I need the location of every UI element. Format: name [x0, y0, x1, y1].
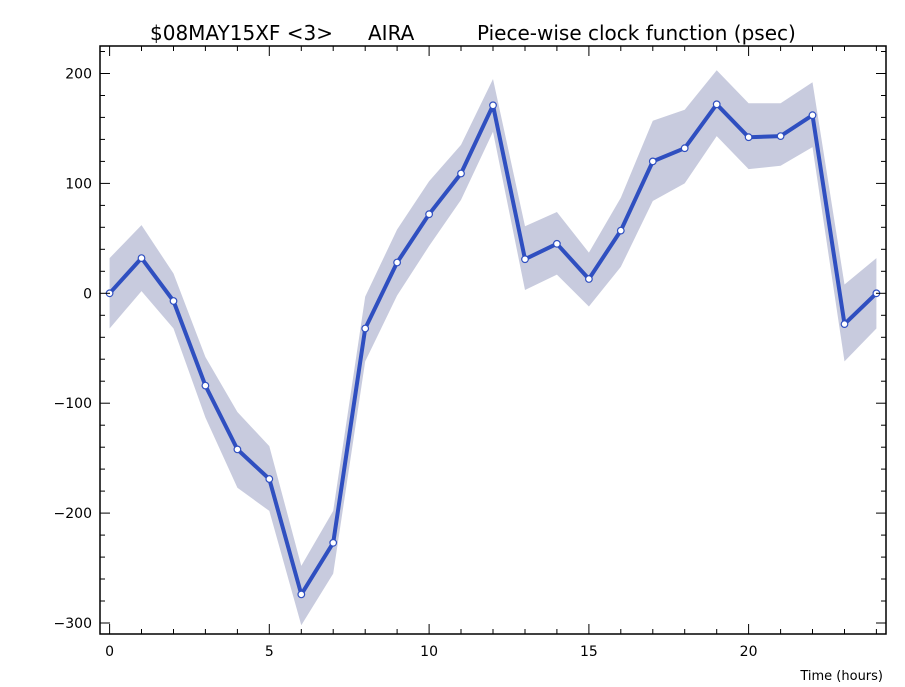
station-label: AIRA — [368, 21, 415, 45]
data-point — [457, 169, 465, 178]
y-tick-label: 200 — [65, 67, 92, 83]
x-axis-label: Time (hours) — [799, 669, 883, 684]
y-tick-label: 0 — [83, 286, 92, 302]
data-point — [744, 133, 753, 142]
x-tick-label: 0 — [105, 644, 114, 660]
data-point — [489, 101, 497, 110]
x-tick-label: 10 — [420, 644, 438, 660]
data-point — [233, 445, 242, 454]
data-point — [393, 258, 402, 267]
data-point — [361, 324, 370, 333]
data-point — [616, 226, 625, 235]
y-tick-label: −100 — [54, 396, 92, 412]
data-point — [553, 239, 561, 248]
source-label: $08MAY15XF <3> — [150, 21, 333, 45]
data-point — [329, 538, 338, 547]
data-point — [201, 381, 210, 390]
x-tick-label: 15 — [580, 644, 598, 660]
data-point — [808, 111, 817, 120]
data-point — [680, 144, 689, 153]
data-point — [712, 100, 721, 109]
y-tick-label: −300 — [54, 616, 92, 632]
uncertainty-band — [109, 70, 877, 626]
data-point — [169, 297, 178, 305]
y-tick-label: 100 — [65, 176, 92, 192]
data-point — [137, 254, 146, 263]
data-point — [776, 132, 785, 141]
clock-function-line — [108, 102, 878, 597]
x-tick-label: 20 — [740, 644, 758, 660]
x-tick-label: 5 — [265, 644, 274, 660]
data-point — [585, 275, 593, 283]
data-point — [840, 320, 849, 329]
data-point — [648, 157, 657, 166]
data-point — [521, 255, 529, 264]
y-tick-label: −200 — [54, 506, 92, 522]
chart-title: Piece-wise clock function (psec) — [477, 21, 796, 45]
data-point — [265, 475, 274, 483]
data-point — [297, 590, 306, 599]
data-point — [425, 210, 434, 219]
